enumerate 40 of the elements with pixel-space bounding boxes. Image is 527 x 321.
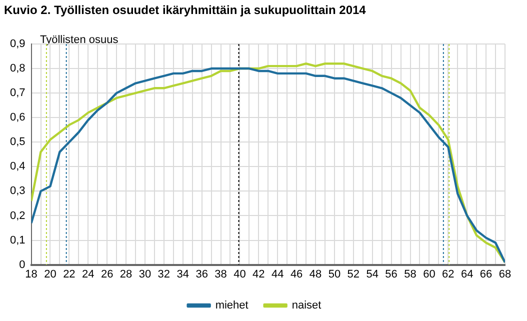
- x-tick-label: 68: [498, 268, 512, 280]
- x-tick-label: 40: [234, 268, 246, 280]
- x-tick-label: 24: [82, 268, 94, 280]
- x-tick-label: 66: [480, 268, 492, 280]
- y-tick-label: 0,2: [10, 210, 26, 222]
- x-tick-label: 48: [309, 268, 322, 280]
- y-tick-label: 0,4: [10, 160, 26, 173]
- x-tick-label: 42: [252, 268, 265, 280]
- x-tick-label: 62: [442, 268, 454, 280]
- y-tick-label: 0,3: [10, 185, 26, 198]
- x-tick-label: 60: [423, 268, 436, 280]
- x-tick-label: 38: [214, 268, 227, 280]
- x-tick-label: 36: [196, 268, 208, 280]
- y-tick-label: 0,7: [10, 87, 26, 100]
- legend-label: miehet: [215, 300, 248, 312]
- x-tick-label: 46: [290, 268, 303, 280]
- x-tick-label: 20: [44, 268, 56, 280]
- x-tick-label: 52: [347, 268, 360, 280]
- x-tick-label: 34: [176, 268, 190, 280]
- chart-title: Kuvio 2. Työllisten osuudet ikäryhmittäin ja sukupuolittain 2014: [4, 3, 366, 17]
- y-tick-label: 0,8: [10, 62, 26, 75]
- x-tick-label: 30: [138, 268, 152, 280]
- x-tick-label: 58: [404, 268, 416, 280]
- y-tick-label: 0,1: [10, 234, 26, 246]
- x-tick-label: 44: [271, 268, 284, 280]
- x-tick-label: 54: [366, 268, 378, 280]
- x-tick-label: 56: [385, 268, 398, 280]
- x-tick-label: 22: [63, 268, 76, 280]
- x-tick-label: 18: [25, 268, 38, 280]
- y-tick-label: 0,6: [10, 112, 26, 124]
- y-tick-label: 0,9: [10, 38, 26, 50]
- x-tick-label: 64: [460, 268, 474, 280]
- legend-label: naiset: [292, 300, 322, 312]
- y-tick-label: 0: [19, 258, 26, 271]
- x-tick-label: 32: [158, 268, 170, 280]
- y-axis-title: Työllisten osuus: [40, 34, 118, 46]
- y-tick-label: 0,5: [10, 136, 26, 148]
- x-tick-label: 50: [328, 268, 341, 280]
- x-tick-label: 26: [100, 268, 114, 280]
- x-tick-label: 28: [120, 268, 132, 280]
